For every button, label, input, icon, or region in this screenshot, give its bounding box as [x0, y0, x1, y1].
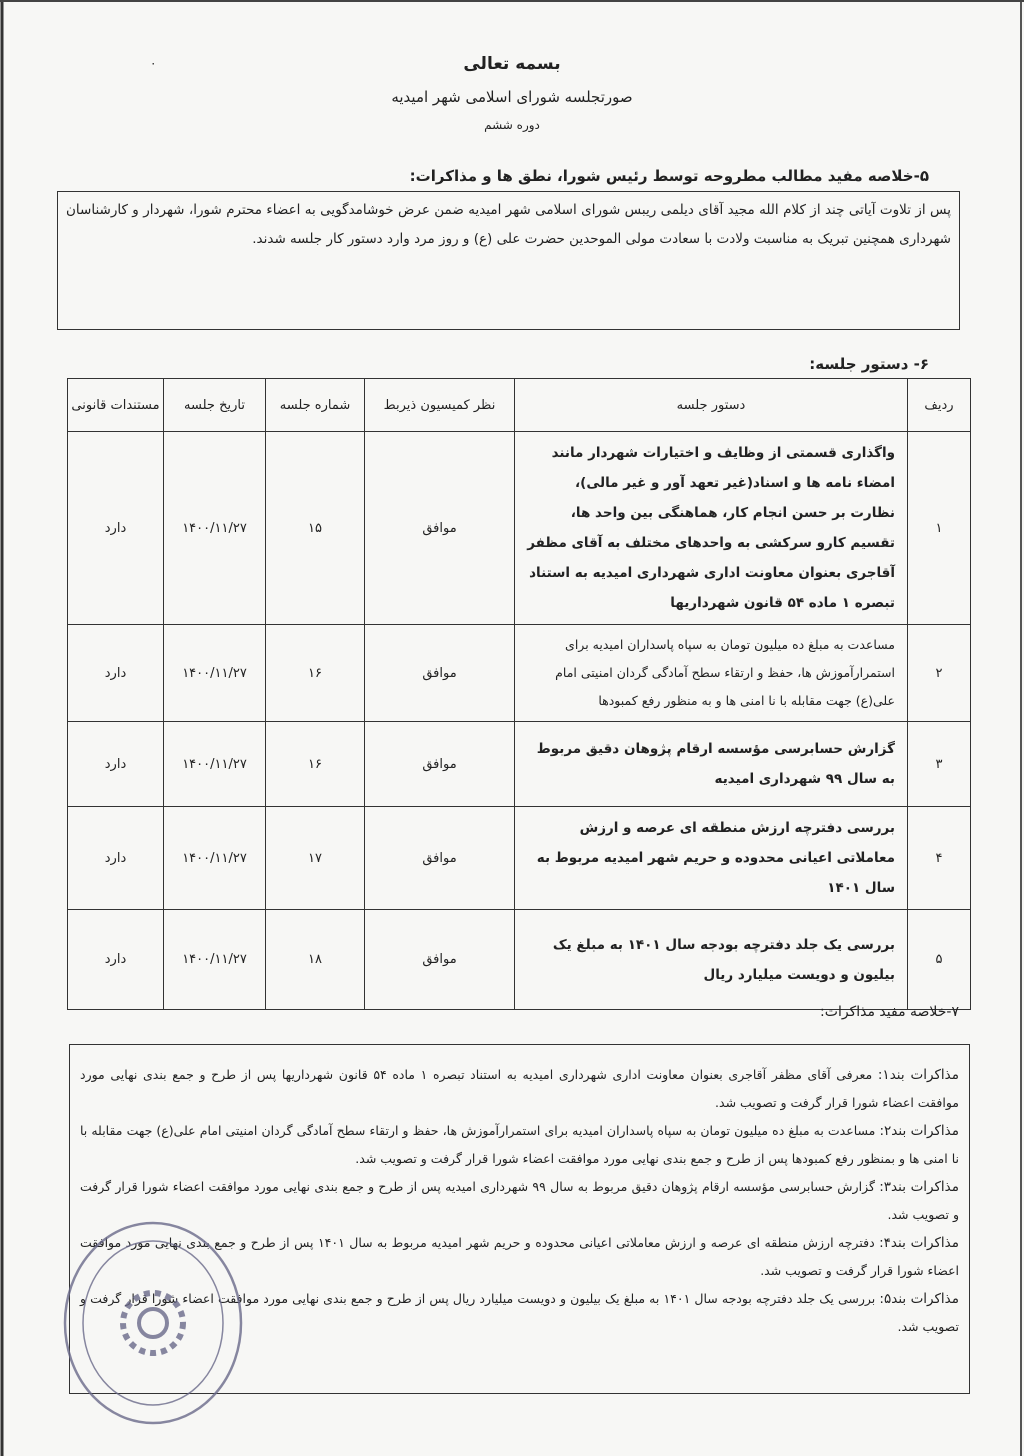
col-agenda: دستور جلسه: [514, 378, 908, 432]
discussion-text: معرفی آقای مظفر آقاجری بعنوان معاونت ادا…: [80, 1067, 959, 1110]
section5-box: پس از تلاوت آیاتی چند از کلام الله مجید …: [57, 191, 960, 330]
legal-documents: دارد: [67, 909, 164, 1010]
agenda-item: گزارش حسابرسی مؤسسه ارقام پژوهان دقیق مر…: [514, 721, 908, 807]
session-date: ۱۴۰۰/۱۱/۲۷: [163, 431, 266, 625]
row-number: ۳: [907, 721, 971, 807]
session-date: ۱۴۰۰/۱۱/۲۷: [163, 624, 266, 722]
section5-heading: ۵-خلاصه مفید مطالب مطروحه توسط رئیس شورا…: [409, 167, 929, 185]
row-number: ۵: [907, 909, 971, 1010]
discussion-label: مذاکرات بند۱:: [877, 1067, 959, 1083]
agenda-item: واگذاری قسمتی از وظایف و اختیارات شهردار…: [514, 431, 908, 625]
discussion-item-1: مذاکرات بند۱: معرفی آقای مظفر آقاجری بعن…: [80, 1061, 959, 1117]
section7-heading: ۷-خلاصه مفید مذاکرات:: [820, 1004, 959, 1020]
section5-text: پس از تلاوت آیاتی چند از کلام الله مجید …: [66, 202, 951, 247]
discussion-item-3: مذاکرات بند۳: گزارش حسابرسی مؤسسه ارقام …: [80, 1173, 959, 1229]
col-legal-documents: مستندات قانونی: [67, 378, 164, 432]
table-row: ۳ گزارش حسابرسی مؤسسه ارقام پژوهان دقیق …: [67, 721, 971, 807]
discussion-text: دفترچه ارزش منطقه ای عرصه و ارزش معاملات…: [80, 1235, 959, 1278]
agenda-item: بررسی یک جلد دفترچه بودجه سال ۱۴۰۱ به مب…: [514, 909, 908, 1010]
col-commission-opinion: نظر کمیسیون ذیربط: [364, 378, 515, 432]
agenda-item: بررسی دفترچه ارزش منطقه ای عرصه و ارزش م…: [514, 806, 908, 910]
session-number: ۱۶: [265, 721, 365, 807]
session-date: ۱۴۰۰/۱۱/۲۷: [163, 909, 266, 1010]
discussion-label: مذاکرات بند۲:: [879, 1123, 959, 1139]
discussion-label: مذاکرات بند۴:: [879, 1235, 960, 1251]
session-date: ۱۴۰۰/۱۱/۲۷: [163, 806, 266, 910]
agenda-table: ردیف دستور جلسه نظر کمیسیون ذیربط شماره …: [67, 378, 971, 1010]
session-number: ۱۶: [265, 624, 365, 722]
table-row: ۴ بررسی دفترچه ارزش منطقه ای عرصه و ارزش…: [67, 806, 971, 910]
row-number: ۴: [907, 806, 971, 910]
commission-opinion: موافق: [364, 431, 515, 625]
table-row: ۵ بررسی یک جلد دفترچه بودجه سال ۱۴۰۱ به …: [67, 909, 971, 1010]
discussion-item-2: مذاکرات بند۲: مساعدت به مبلغ ده میلیون ت…: [80, 1117, 959, 1173]
legal-documents: دارد: [67, 721, 164, 807]
invocation: بسمه تعالی: [463, 54, 561, 74]
corner-mark: ٠: [150, 56, 157, 70]
document-title: صورتجلسه شورای اسلامی شهر امیدیه: [391, 88, 633, 106]
table-header-row: ردیف دستور جلسه نظر کمیسیون ذیربط شماره …: [67, 378, 971, 432]
legal-documents: دارد: [67, 431, 164, 625]
discussion-text: مساعدت به مبلغ ده میلیون تومان به سپاه پ…: [80, 1123, 959, 1166]
discussion-text: گزارش حسابرسی مؤسسه ارقام پژوهان دقیق مر…: [80, 1179, 959, 1222]
row-number: ۲: [907, 624, 971, 722]
agenda-item: مساعدت به مبلغ ده میلیون تومان به سپاه پ…: [514, 624, 908, 722]
legal-documents: دارد: [67, 624, 164, 722]
col-session-date: تاریخ جلسه: [163, 378, 266, 432]
table-row: ۲ مساعدت به مبلغ ده میلیون تومان به سپاه…: [67, 624, 971, 722]
council-stamp: [63, 1221, 243, 1425]
col-session-number: شماره جلسه: [265, 378, 365, 432]
legal-documents: دارد: [67, 806, 164, 910]
discussion-item-5: مذاکرات بند۵: بررسی یک جلد دفترچه بودجه …: [80, 1285, 959, 1341]
council-term: دوره ششم: [484, 118, 540, 132]
session-number: ۱۵: [265, 431, 365, 625]
discussion-item-4: مذاکرات بند۴: دفترچه ارزش منطقه ای عرصه …: [80, 1229, 959, 1285]
commission-opinion: موافق: [364, 806, 515, 910]
col-row-number: ردیف: [907, 378, 971, 432]
commission-opinion: موافق: [364, 721, 515, 807]
section6-heading: ۶- دستور جلسه:: [809, 355, 929, 373]
table-row: ۱ واگذاری قسمتی از وظایف و اختیارات شهرد…: [67, 431, 971, 625]
commission-opinion: موافق: [364, 909, 515, 1010]
discussion-label: مذاکرات بند۳:: [879, 1179, 959, 1195]
discussion-text: بررسی یک جلد دفترچه بودجه سال ۱۴۰۱ به مب…: [80, 1291, 959, 1334]
session-date: ۱۴۰۰/۱۱/۲۷: [163, 721, 266, 807]
section7-box: مذاکرات بند۱: معرفی آقای مظفر آقاجری بعن…: [69, 1044, 970, 1394]
session-number: ۱۸: [265, 909, 365, 1010]
session-number: ۱۷: [265, 806, 365, 910]
discussion-label: مذاکرات بند۵:: [879, 1291, 959, 1307]
commission-opinion: موافق: [364, 624, 515, 722]
row-number: ۱: [907, 431, 971, 625]
